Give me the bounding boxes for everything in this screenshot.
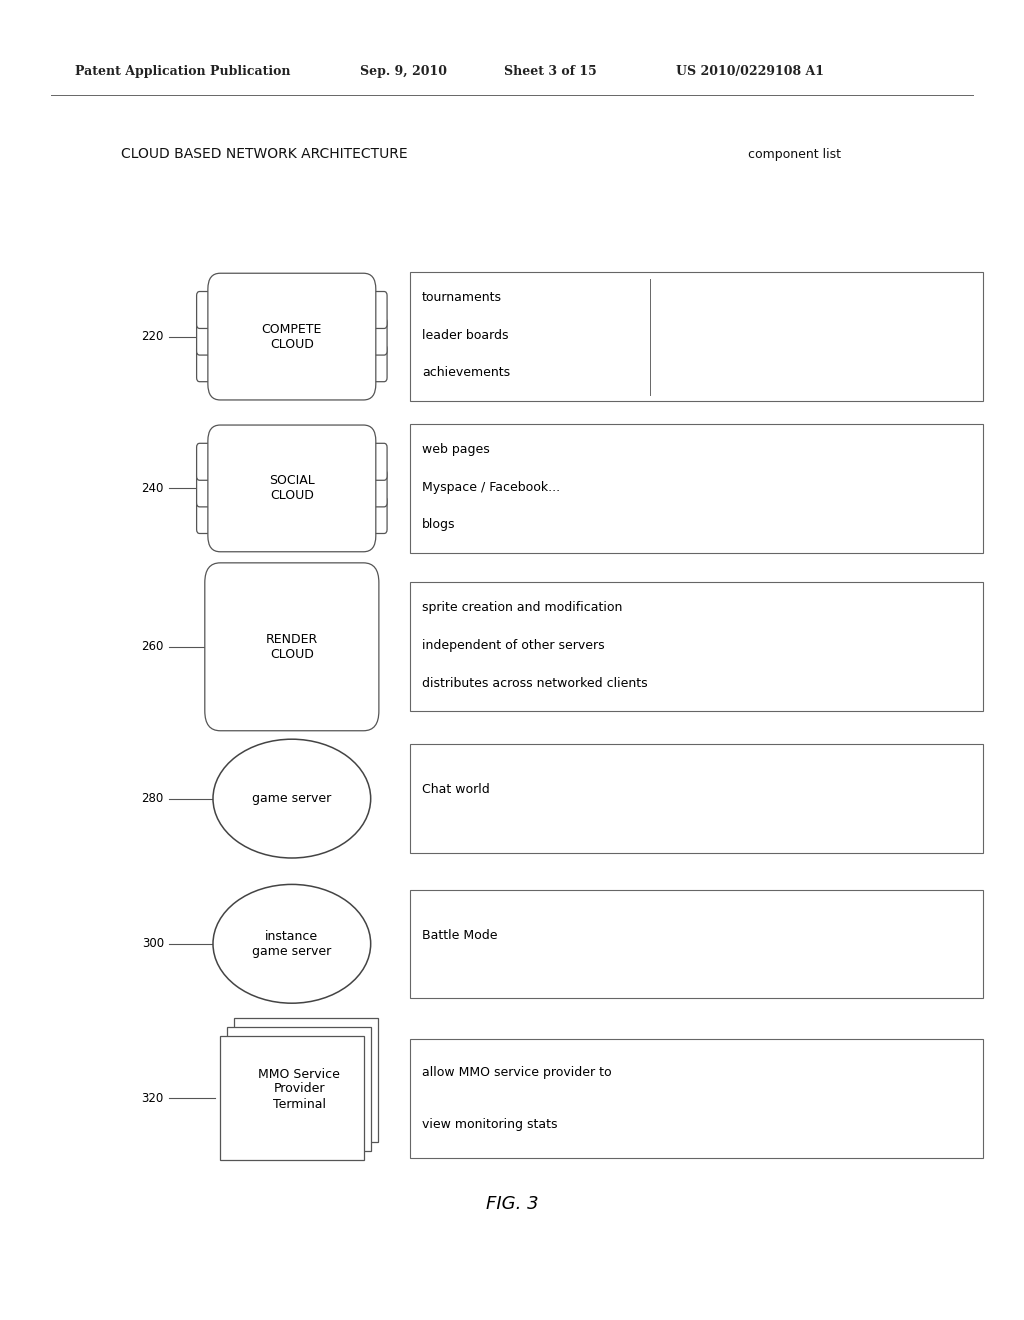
- Text: independent of other servers: independent of other servers: [422, 639, 604, 652]
- Bar: [410, 744, 983, 853]
- Ellipse shape: [213, 884, 371, 1003]
- FancyBboxPatch shape: [358, 496, 387, 533]
- Text: component list: component list: [748, 148, 841, 161]
- Text: Myspace / Facebook...: Myspace / Facebook...: [422, 480, 560, 494]
- Text: Chat world: Chat world: [422, 784, 489, 796]
- FancyBboxPatch shape: [358, 318, 387, 355]
- Text: leader boards: leader boards: [422, 329, 508, 342]
- FancyBboxPatch shape: [208, 425, 376, 552]
- Text: COMPETE
CLOUD: COMPETE CLOUD: [262, 322, 322, 351]
- Text: achievements: achievements: [422, 367, 510, 379]
- Text: Patent Application Publication: Patent Application Publication: [75, 65, 290, 78]
- Text: 300: 300: [141, 937, 164, 950]
- Text: CLOUD BASED NETWORK ARCHITECTURE: CLOUD BASED NETWORK ARCHITECTURE: [121, 148, 408, 161]
- Text: 320: 320: [141, 1092, 164, 1105]
- FancyBboxPatch shape: [358, 470, 387, 507]
- Ellipse shape: [213, 739, 371, 858]
- Text: Sep. 9, 2010: Sep. 9, 2010: [360, 65, 447, 78]
- Bar: [234, 1018, 378, 1142]
- Text: distributes across networked clients: distributes across networked clients: [422, 677, 647, 689]
- Text: FIG. 3: FIG. 3: [485, 1195, 539, 1213]
- Text: web pages: web pages: [422, 444, 489, 457]
- Text: blogs: blogs: [422, 519, 456, 531]
- FancyBboxPatch shape: [197, 470, 225, 507]
- Text: view monitoring stats: view monitoring stats: [422, 1118, 557, 1131]
- Bar: [410, 890, 983, 998]
- Bar: [410, 272, 983, 401]
- Text: Sheet 3 of 15: Sheet 3 of 15: [504, 65, 597, 78]
- Text: 240: 240: [141, 482, 164, 495]
- Text: instance
game server: instance game server: [252, 929, 332, 958]
- Text: SOCIAL
CLOUD: SOCIAL CLOUD: [269, 474, 314, 503]
- FancyBboxPatch shape: [197, 345, 225, 381]
- FancyBboxPatch shape: [197, 496, 225, 533]
- Text: game server: game server: [252, 792, 332, 805]
- Text: 220: 220: [141, 330, 164, 343]
- FancyBboxPatch shape: [205, 562, 379, 731]
- Text: tournaments: tournaments: [422, 292, 502, 305]
- FancyBboxPatch shape: [197, 292, 225, 329]
- Text: sprite creation and modification: sprite creation and modification: [422, 602, 623, 615]
- Text: 280: 280: [141, 792, 164, 805]
- Text: 260: 260: [141, 640, 164, 653]
- FancyBboxPatch shape: [358, 292, 387, 329]
- Text: US 2010/0229108 A1: US 2010/0229108 A1: [676, 65, 824, 78]
- FancyBboxPatch shape: [197, 318, 225, 355]
- Text: MMO Service
Provider
Terminal: MMO Service Provider Terminal: [258, 1068, 340, 1110]
- Text: Battle Mode: Battle Mode: [422, 929, 498, 941]
- Bar: [410, 1039, 983, 1158]
- Bar: [227, 1027, 371, 1151]
- FancyBboxPatch shape: [358, 345, 387, 381]
- Text: RENDER
CLOUD: RENDER CLOUD: [265, 632, 318, 661]
- Bar: [410, 582, 983, 711]
- FancyBboxPatch shape: [197, 444, 225, 480]
- Bar: [410, 424, 983, 553]
- Text: allow MMO service provider to: allow MMO service provider to: [422, 1065, 611, 1078]
- FancyBboxPatch shape: [358, 444, 387, 480]
- Bar: [220, 1036, 364, 1160]
- FancyBboxPatch shape: [208, 273, 376, 400]
